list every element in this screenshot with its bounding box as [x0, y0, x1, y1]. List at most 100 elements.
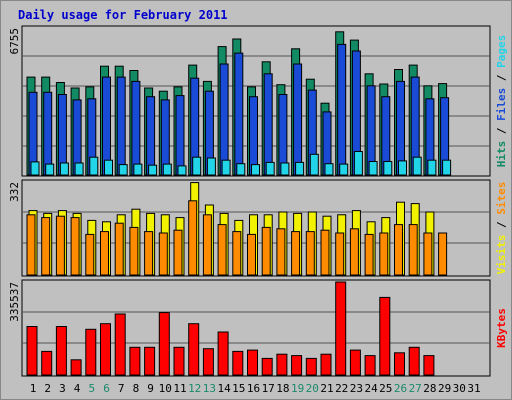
sites-bar: [379, 232, 389, 276]
files-bar: [337, 43, 347, 176]
day-label: 17: [262, 382, 275, 395]
sites-bar: [26, 214, 36, 276]
day-label: 3: [59, 382, 66, 395]
files-bar: [219, 63, 229, 176]
files-bar: [293, 63, 303, 176]
day-label: 4: [74, 382, 81, 395]
legend-label: Sites: [495, 182, 508, 215]
kbytes-bar: [261, 357, 273, 376]
kbytes-bar: [291, 355, 303, 376]
pages-bar: [442, 159, 452, 176]
files-bar: [263, 73, 273, 176]
sites-bar: [232, 231, 242, 276]
day-label: 12: [188, 382, 201, 395]
day-label: 15: [232, 382, 245, 395]
kbytes-bar: [247, 349, 258, 376]
kbytes-bar: [408, 346, 420, 376]
sites-bar: [320, 229, 330, 276]
kbytes-bar: [158, 312, 170, 376]
sites-bar: [305, 231, 315, 276]
day-label: 23: [350, 382, 363, 395]
pages-bar: [104, 159, 113, 176]
day-label: 30: [453, 382, 466, 395]
pages-bar: [206, 157, 216, 176]
sites-bar: [423, 232, 433, 276]
sites-bar: [158, 232, 168, 276]
pages-bar: [280, 162, 290, 176]
pages-bar: [353, 151, 363, 176]
day-label: 8: [133, 382, 140, 395]
day-label: 11: [173, 382, 186, 395]
pages-bar: [177, 165, 187, 176]
sites-bar: [100, 231, 109, 276]
y-max-tick-label: 332: [8, 182, 21, 202]
files-bar: [116, 76, 126, 176]
day-label: 7: [118, 382, 125, 395]
pages-bar: [45, 163, 55, 176]
sites-bar: [217, 224, 227, 276]
legend-label: Hits: [495, 141, 508, 168]
files-bar: [146, 96, 156, 176]
day-label: 31: [467, 382, 480, 395]
sites-bar: [144, 231, 154, 276]
pages-bar: [309, 153, 319, 176]
files-bar: [43, 91, 53, 176]
pages-bar: [192, 156, 202, 176]
kbytes-bar: [26, 326, 38, 376]
pages-bar: [339, 163, 349, 176]
day-label: 1: [30, 382, 37, 395]
kbytes-bar: [320, 353, 332, 376]
pages-bar: [30, 161, 40, 176]
sites-bar: [55, 215, 65, 276]
pages-bar: [251, 164, 260, 176]
files-bar: [131, 80, 141, 176]
day-label: 10: [159, 382, 172, 395]
sites-bar: [173, 229, 183, 276]
pages-bar: [295, 161, 305, 176]
files-bar: [175, 95, 185, 176]
day-label: 25: [379, 382, 392, 395]
pages-bar: [133, 163, 143, 176]
legend-label: KBytes: [495, 308, 508, 348]
kbytes-bar: [144, 346, 156, 376]
sites-bar: [408, 224, 418, 276]
pages-bar: [89, 156, 99, 176]
day-label: 13: [203, 382, 216, 395]
pages-bar: [265, 161, 275, 176]
day-label: 24: [364, 382, 378, 395]
day-label: 6: [103, 382, 110, 395]
pages-bar: [324, 163, 334, 176]
kbytes-bar: [55, 326, 67, 376]
day-label: 14: [217, 382, 231, 395]
sites-bar: [85, 233, 95, 276]
kbytes-bar: [188, 323, 200, 376]
series-legend: Hits / Files / Pages: [495, 35, 508, 168]
y-max-tick-label: 6755: [8, 28, 21, 55]
kbytes-bar: [379, 296, 391, 376]
kbytes-bar: [305, 357, 317, 376]
legend-label: Pages: [495, 35, 508, 68]
pages-bar: [148, 164, 158, 176]
sites-bar: [335, 232, 345, 276]
day-label: 27: [409, 382, 422, 395]
pages-bar: [412, 156, 422, 176]
sites-bar: [261, 226, 271, 276]
kbytes-bar: [232, 350, 244, 376]
kbytes-bar: [70, 359, 82, 376]
kbytes-bar: [85, 328, 97, 376]
sites-bar: [394, 224, 403, 276]
day-label: 26: [394, 382, 407, 395]
kbytes-bar: [129, 346, 141, 376]
pages-bar: [118, 164, 128, 176]
kbytes-bar: [173, 346, 185, 376]
kbytes-bar: [41, 350, 53, 376]
legend-label: /: [495, 68, 508, 88]
day-label: 20: [306, 382, 319, 395]
y-max-tick-label: 335537: [8, 282, 21, 322]
kbytes-bar: [202, 348, 214, 376]
kbytes-bar: [217, 331, 229, 376]
kbytes-bar: [349, 349, 361, 376]
kbytes-bar: [276, 353, 288, 376]
kbytes-bar: [423, 355, 435, 376]
